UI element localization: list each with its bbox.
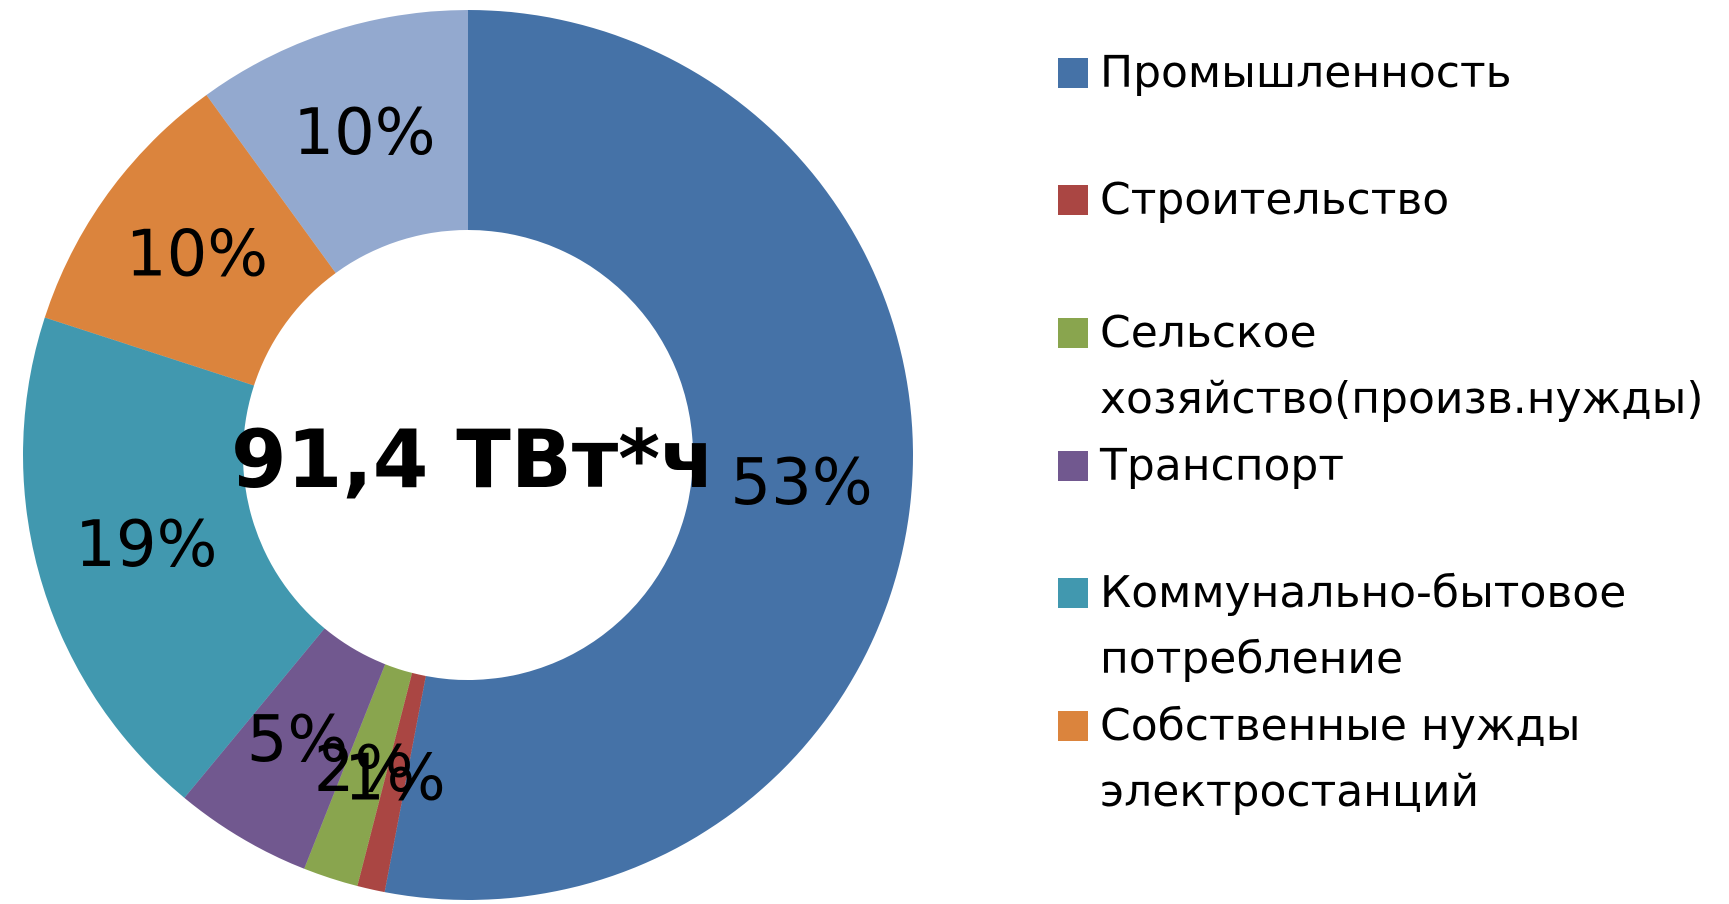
data-label: 19% <box>75 508 217 582</box>
legend-label: Промышленность <box>1100 47 1512 98</box>
slice <box>384 9 914 900</box>
legend-label: Транспорт <box>1100 440 1344 491</box>
data-label: 53% <box>730 446 872 520</box>
legend-label: Сельское хозяйство(произв.нужды) <box>1100 307 1704 424</box>
data-label: 5% <box>247 703 349 777</box>
data-label: 2% <box>314 733 416 807</box>
legend-swatch <box>1058 451 1088 481</box>
data-label: 10% <box>293 96 435 170</box>
legend-entry: Транспорт <box>1058 433 1718 499</box>
legend-entry: Промышленность <box>1058 40 1718 106</box>
slice <box>44 94 336 386</box>
data-label: 10% <box>126 218 268 292</box>
legend-entry: Строительство <box>1058 167 1718 233</box>
legend-label: Строительство <box>1100 174 1450 225</box>
legend-swatch <box>1058 578 1088 608</box>
slice <box>184 628 386 869</box>
data-label: 1% <box>344 742 446 816</box>
legend-swatch <box>1058 318 1088 348</box>
legend-entry: Собственные нужды электростанций <box>1058 693 1718 825</box>
slice <box>304 664 413 887</box>
center-label: 91,4 ТВт*ч <box>231 413 715 506</box>
legend-label: Коммунально-бытовое потребление <box>1100 567 1627 684</box>
legend-entry: Коммунально-бытовое потребление <box>1058 560 1718 692</box>
slice <box>206 10 469 273</box>
legend-swatch <box>1058 185 1088 215</box>
slice <box>357 672 426 893</box>
legend-entry: Сельское хозяйство(произв.нужды) <box>1058 300 1718 432</box>
slice <box>22 317 325 798</box>
legend-swatch <box>1058 711 1088 741</box>
legend-label: Собственные нужды электростанций <box>1100 700 1581 817</box>
legend-swatch <box>1058 58 1088 88</box>
